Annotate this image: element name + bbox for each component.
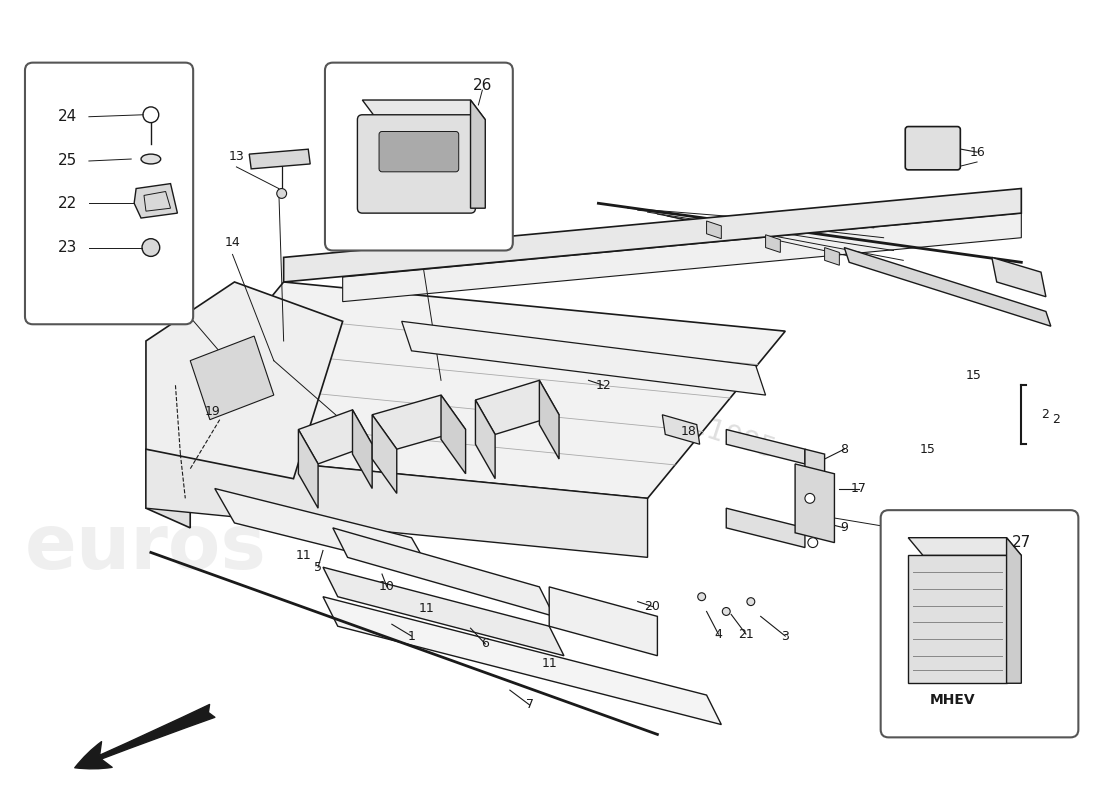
Polygon shape (146, 282, 343, 478)
Polygon shape (825, 247, 839, 266)
FancyArrowPatch shape (75, 705, 214, 769)
Polygon shape (214, 489, 431, 572)
Polygon shape (549, 587, 658, 656)
Polygon shape (146, 449, 648, 558)
Circle shape (807, 538, 817, 547)
Polygon shape (190, 336, 274, 420)
Polygon shape (706, 221, 722, 238)
Polygon shape (805, 449, 825, 508)
Polygon shape (352, 410, 372, 489)
Polygon shape (250, 149, 310, 169)
Text: 26: 26 (473, 78, 492, 93)
Polygon shape (475, 400, 495, 478)
Text: 18: 18 (681, 425, 696, 438)
Polygon shape (662, 414, 700, 444)
Polygon shape (402, 322, 766, 395)
FancyBboxPatch shape (358, 114, 475, 213)
Circle shape (805, 494, 815, 503)
Polygon shape (323, 567, 564, 656)
Polygon shape (134, 184, 177, 218)
Text: 14: 14 (224, 236, 241, 249)
FancyBboxPatch shape (324, 62, 513, 250)
Polygon shape (333, 528, 554, 616)
Text: 5: 5 (315, 561, 322, 574)
Text: 11: 11 (541, 657, 557, 670)
Ellipse shape (141, 154, 161, 164)
Text: 24: 24 (57, 110, 77, 124)
Circle shape (277, 189, 287, 198)
Text: 7: 7 (526, 698, 534, 711)
Text: 2: 2 (1041, 408, 1049, 422)
Text: 1: 1 (408, 630, 416, 642)
Polygon shape (298, 410, 372, 464)
Text: 23: 23 (57, 240, 77, 255)
Polygon shape (343, 213, 1021, 302)
Text: 11: 11 (418, 602, 434, 615)
Circle shape (747, 598, 755, 606)
Polygon shape (539, 380, 559, 459)
Text: 13: 13 (229, 150, 244, 162)
Text: 21: 21 (738, 627, 754, 641)
Polygon shape (146, 449, 190, 528)
Text: 4: 4 (714, 627, 723, 641)
Text: 17: 17 (851, 482, 867, 495)
Polygon shape (766, 234, 780, 253)
Polygon shape (992, 258, 1046, 297)
Text: 3: 3 (781, 630, 789, 642)
Text: 20: 20 (645, 600, 660, 613)
Text: 11: 11 (296, 549, 311, 562)
Text: 10: 10 (379, 580, 395, 594)
Polygon shape (372, 395, 465, 449)
Circle shape (143, 107, 158, 122)
Circle shape (697, 593, 705, 601)
Circle shape (142, 238, 160, 257)
FancyBboxPatch shape (905, 126, 960, 170)
FancyBboxPatch shape (909, 555, 1006, 683)
Text: a passion for Maserati: a passion for Maserati (273, 437, 512, 540)
Text: 27: 27 (1012, 535, 1031, 550)
Text: 15: 15 (920, 442, 936, 456)
Polygon shape (1006, 538, 1021, 683)
Polygon shape (323, 597, 722, 725)
Text: 2: 2 (1052, 413, 1059, 426)
Polygon shape (909, 538, 1021, 555)
Text: since1985: since1985 (635, 394, 779, 465)
Text: 25: 25 (57, 154, 77, 169)
Polygon shape (475, 380, 559, 434)
Polygon shape (845, 247, 1050, 326)
Text: MHEV: MHEV (930, 693, 976, 707)
Polygon shape (362, 100, 485, 120)
Polygon shape (441, 395, 465, 474)
Polygon shape (471, 100, 485, 208)
Polygon shape (372, 414, 397, 494)
Text: 6: 6 (482, 638, 490, 650)
Circle shape (723, 607, 730, 615)
Polygon shape (284, 189, 1021, 282)
FancyBboxPatch shape (379, 131, 459, 172)
Text: euros: euros (25, 510, 267, 585)
Text: 9: 9 (840, 522, 848, 534)
Text: 8: 8 (840, 442, 848, 456)
Polygon shape (298, 430, 318, 508)
FancyBboxPatch shape (25, 62, 194, 324)
Text: 12: 12 (595, 378, 612, 392)
Text: 19: 19 (205, 406, 221, 418)
Text: 15: 15 (966, 369, 982, 382)
Text: 16: 16 (969, 146, 984, 158)
Polygon shape (146, 282, 785, 498)
Text: 22: 22 (57, 196, 77, 210)
FancyBboxPatch shape (881, 510, 1078, 738)
Polygon shape (795, 464, 835, 542)
Polygon shape (726, 508, 805, 547)
Polygon shape (726, 430, 805, 464)
